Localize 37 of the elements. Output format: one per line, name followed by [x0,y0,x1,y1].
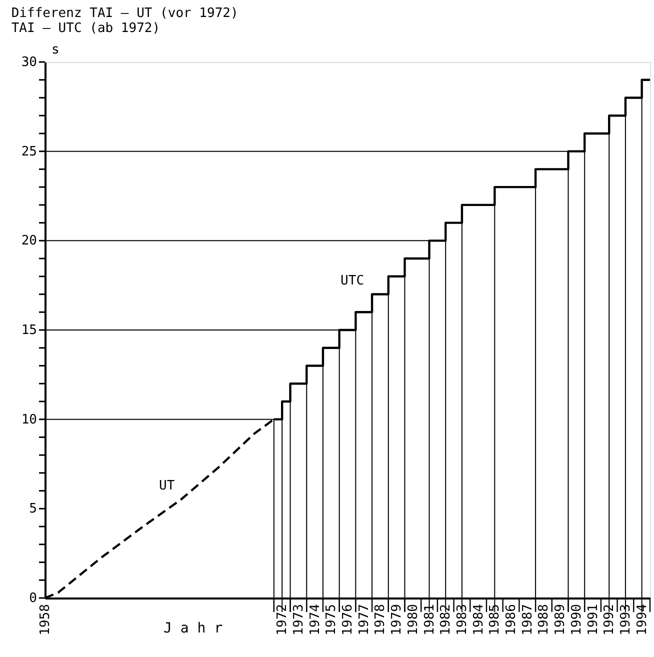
x-tick-label: 1987 [520,604,536,636]
x-tick-label: 1985 [488,604,503,636]
y-tick-label: 5 [29,502,37,517]
chart-title: Differenz TAI – UT (vor 1972) [11,6,238,21]
x-tick-label: 1977 [356,604,372,636]
x-tick-label: 1981 [422,604,438,636]
x-tick-label: 1991 [586,604,601,636]
x-tick-label: 1988 [536,604,552,636]
x-tick-label: 1984 [471,604,486,636]
x-tick-label: 1973 [291,604,306,636]
x-tick-label: 1992 [602,604,618,636]
x-tick-label: 1990 [569,604,584,636]
y-tick-label: 25 [21,144,37,160]
y-tick-label: 20 [21,234,37,249]
x-tick-label: 1986 [504,604,520,636]
y-tick-label: 10 [21,412,37,428]
x-tick-label: 1978 [373,604,388,636]
series-label: UTC [340,273,364,288]
chart-subtitle: TAI – UTC (ab 1972) [11,21,160,36]
x-tick-label: 1982 [438,604,454,636]
y-tick-label: 0 [29,591,37,606]
y-tick-label: 30 [21,55,37,70]
x-axis-title: J a h r [164,620,223,636]
x-tick-label: 1993 [618,604,634,636]
x-tick-label: 1958 [38,604,53,636]
series-label: UT [159,478,175,494]
x-tick-label: 1972 [275,604,290,636]
x-tick-label: 1989 [553,604,568,636]
x-tick-label: 1979 [390,604,405,636]
x-tick-label: 1976 [340,604,356,636]
y-axis-title: s [52,42,60,58]
y-tick-label: 15 [21,323,37,338]
x-tick-label: 1974 [308,604,323,636]
x-tick-label: 1980 [406,604,421,636]
x-tick-label: 1975 [324,604,340,636]
x-tick-label: 1994 [634,604,650,636]
x-tick-label: 1983 [454,604,470,636]
